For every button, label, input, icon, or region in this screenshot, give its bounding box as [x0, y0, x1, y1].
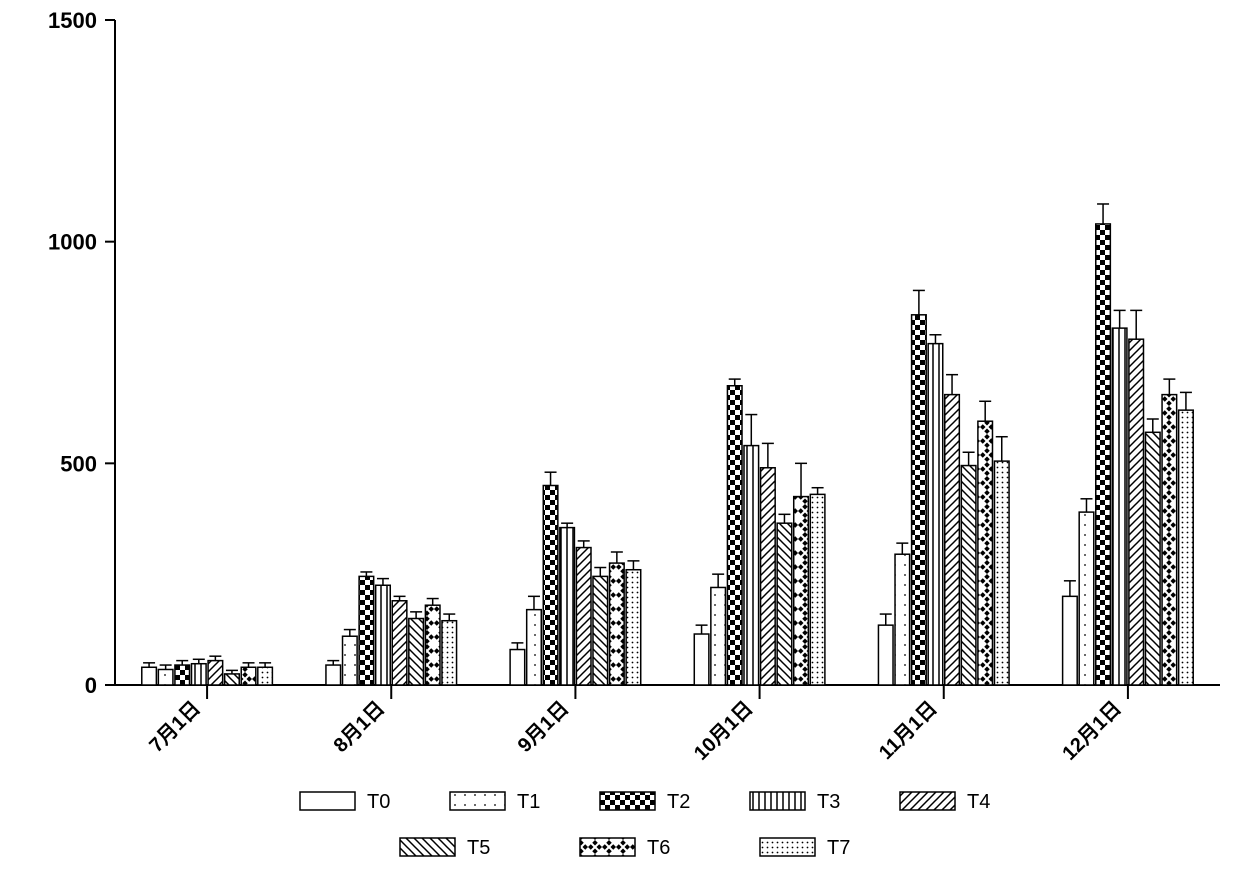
bar — [241, 667, 256, 685]
bar — [560, 528, 575, 685]
legend-swatch — [760, 838, 815, 856]
bar — [510, 650, 525, 685]
bar — [711, 587, 726, 685]
bar — [810, 494, 825, 685]
bar — [343, 636, 358, 685]
bar — [175, 665, 190, 685]
bar — [142, 667, 157, 685]
bar — [928, 344, 943, 685]
legend-swatch — [580, 838, 635, 856]
x-tick-label: 12月1日 — [1058, 697, 1125, 764]
bar — [359, 576, 374, 685]
legend-swatch — [450, 792, 505, 810]
legend-label: T2 — [667, 791, 690, 813]
legend-label: T0 — [367, 791, 390, 813]
legend-label: T6 — [647, 837, 670, 859]
bar — [425, 605, 440, 685]
bar — [442, 621, 457, 685]
legend-label: T1 — [517, 791, 540, 813]
bar — [192, 664, 207, 685]
bar — [225, 674, 240, 685]
y-tick-label: 1000 — [48, 230, 97, 255]
y-tick-label: 500 — [60, 451, 97, 476]
bar — [912, 315, 927, 685]
legend-label: T4 — [967, 791, 990, 813]
chart-container: 0 500 1000 1500 7月1日 8月1日 9月1日 10月1日 11月1日 12月1日 T… — [0, 0, 1240, 871]
bar — [626, 570, 641, 685]
legend-swatch — [600, 792, 655, 810]
y-tick-label: 1500 — [48, 8, 97, 33]
bar — [794, 497, 809, 685]
bar — [1145, 432, 1160, 685]
bar — [961, 466, 976, 685]
bar — [593, 576, 608, 685]
bar — [895, 554, 910, 685]
x-tick-label: 11月1日 — [875, 697, 942, 764]
bar — [1162, 395, 1177, 685]
bar — [409, 619, 424, 686]
bar — [727, 386, 742, 685]
bar-chart: 0 500 1000 1500 7月1日 8月1日 9月1日 10月1日 11月1日 12月1日 T… — [0, 0, 1240, 871]
bar — [376, 585, 391, 685]
bar — [527, 610, 542, 685]
legend-label: T5 — [467, 837, 490, 859]
legend-swatch — [400, 838, 455, 856]
bar — [1096, 224, 1111, 685]
bar — [978, 421, 993, 685]
bar — [576, 548, 591, 685]
y-tick-label: 0 — [85, 673, 97, 698]
x-tick-label: 10月1日 — [690, 697, 757, 764]
x-tick-label: 7月1日 — [145, 697, 205, 757]
bar — [208, 661, 223, 685]
legend-swatch — [900, 792, 955, 810]
bar — [1179, 410, 1194, 685]
legend-label: T7 — [827, 837, 850, 859]
bar — [945, 395, 960, 685]
bar — [761, 468, 776, 685]
bar — [258, 667, 273, 685]
bar — [878, 625, 893, 685]
x-tick-label: 8月1日 — [330, 697, 390, 757]
legend-swatch — [300, 792, 355, 810]
bar — [1063, 596, 1078, 685]
bar — [543, 486, 558, 686]
bar — [610, 563, 625, 685]
x-tick-label: 9月1日 — [514, 697, 574, 757]
bar — [994, 461, 1009, 685]
bar — [694, 634, 709, 685]
bar — [1079, 512, 1094, 685]
bar — [1129, 339, 1144, 685]
bar — [392, 601, 407, 685]
bar — [326, 665, 341, 685]
bar — [744, 446, 759, 685]
bar — [1112, 328, 1127, 685]
legend-swatch — [750, 792, 805, 810]
bar — [777, 523, 792, 685]
bar — [158, 669, 173, 685]
legend-label: T3 — [817, 791, 840, 813]
